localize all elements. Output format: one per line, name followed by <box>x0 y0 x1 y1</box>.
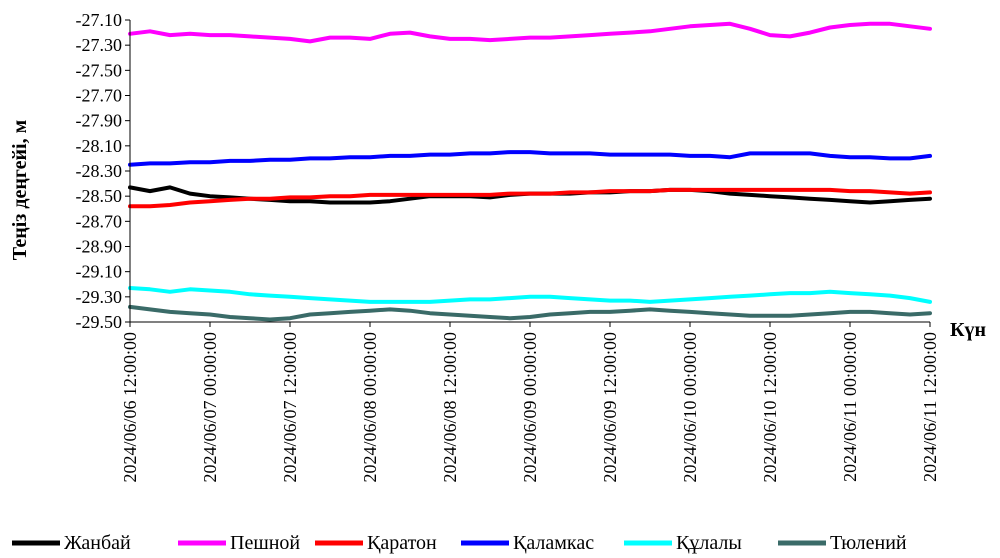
series-line-Қаламкас <box>128 150 932 167</box>
legend-label: Қаламкас <box>513 532 594 554</box>
y-tick-label: -28.50 <box>76 186 123 206</box>
x-tick-label: 2024/06/07 12:00:00 <box>280 332 300 483</box>
x-tick-labels: 2024/06/06 12:00:00 2024/06/07 00:00:00 20… <box>120 332 940 483</box>
axes <box>125 19 931 327</box>
series-line-Тюлений <box>128 304 932 322</box>
y-tick-label: -29.50 <box>76 312 123 332</box>
x-tick-label: 2024/06/09 12:00:00 <box>600 332 620 483</box>
legend-label: Тюлений <box>830 532 907 554</box>
x-tick-label: 2024/06/09 00:00:00 <box>520 332 540 483</box>
x-tick-label: 2024/06/11 12:00:00 <box>920 332 940 482</box>
series-line-Құлалы <box>128 286 932 304</box>
y-tick-label: -27.90 <box>76 111 123 131</box>
y-tick-label: -27.10 <box>76 10 123 30</box>
x-tick-label: 2024/06/10 12:00:00 <box>760 332 780 483</box>
legend: Жанбай Пешной Қаратон Қаламкас Құлалы Тюлений <box>12 532 907 554</box>
legend-label: Пешной <box>230 532 300 554</box>
y-tick-label: -27.70 <box>76 86 123 106</box>
y-tick-label: -28.30 <box>76 161 123 181</box>
series-line-Қаратон <box>128 187 932 209</box>
x-tick-label: 2024/06/10 00:00:00 <box>680 332 700 483</box>
x-tick-label: 2024/06/06 12:00:00 <box>120 332 140 483</box>
y-tick-label: -29.30 <box>76 287 123 307</box>
y-tick-label: -27.30 <box>76 35 123 55</box>
x-tick-label: 2024/06/11 00:00:00 <box>840 332 860 482</box>
legend-label: Құлалы <box>676 532 742 554</box>
y-axis-title: Теңіз деңгейі, м <box>9 120 31 261</box>
y-tick-label: -28.90 <box>76 237 123 257</box>
y-tick-label: -29.10 <box>76 262 123 282</box>
y-tick-labels: -27.10 -27.30 -27.50 -27.70 -27.90 -28.10 -28.… <box>76 10 123 332</box>
x-tick-label: 2024/06/08 00:00:00 <box>360 332 380 483</box>
x-axis-title: Күн <box>950 319 986 341</box>
legend-label: Қаратон <box>367 532 437 554</box>
x-tick-label: 2024/06/08 12:00:00 <box>440 332 460 483</box>
plot-lines <box>128 21 932 322</box>
y-tick-label: -28.10 <box>76 136 123 156</box>
y-tick-label: -28.70 <box>76 211 123 231</box>
x-tick-label: 2024/06/07 00:00:00 <box>200 332 220 483</box>
series-line-Пешной <box>128 21 932 44</box>
y-tick-label: -27.50 <box>76 60 123 80</box>
legend-label: Жанбай <box>64 532 131 554</box>
